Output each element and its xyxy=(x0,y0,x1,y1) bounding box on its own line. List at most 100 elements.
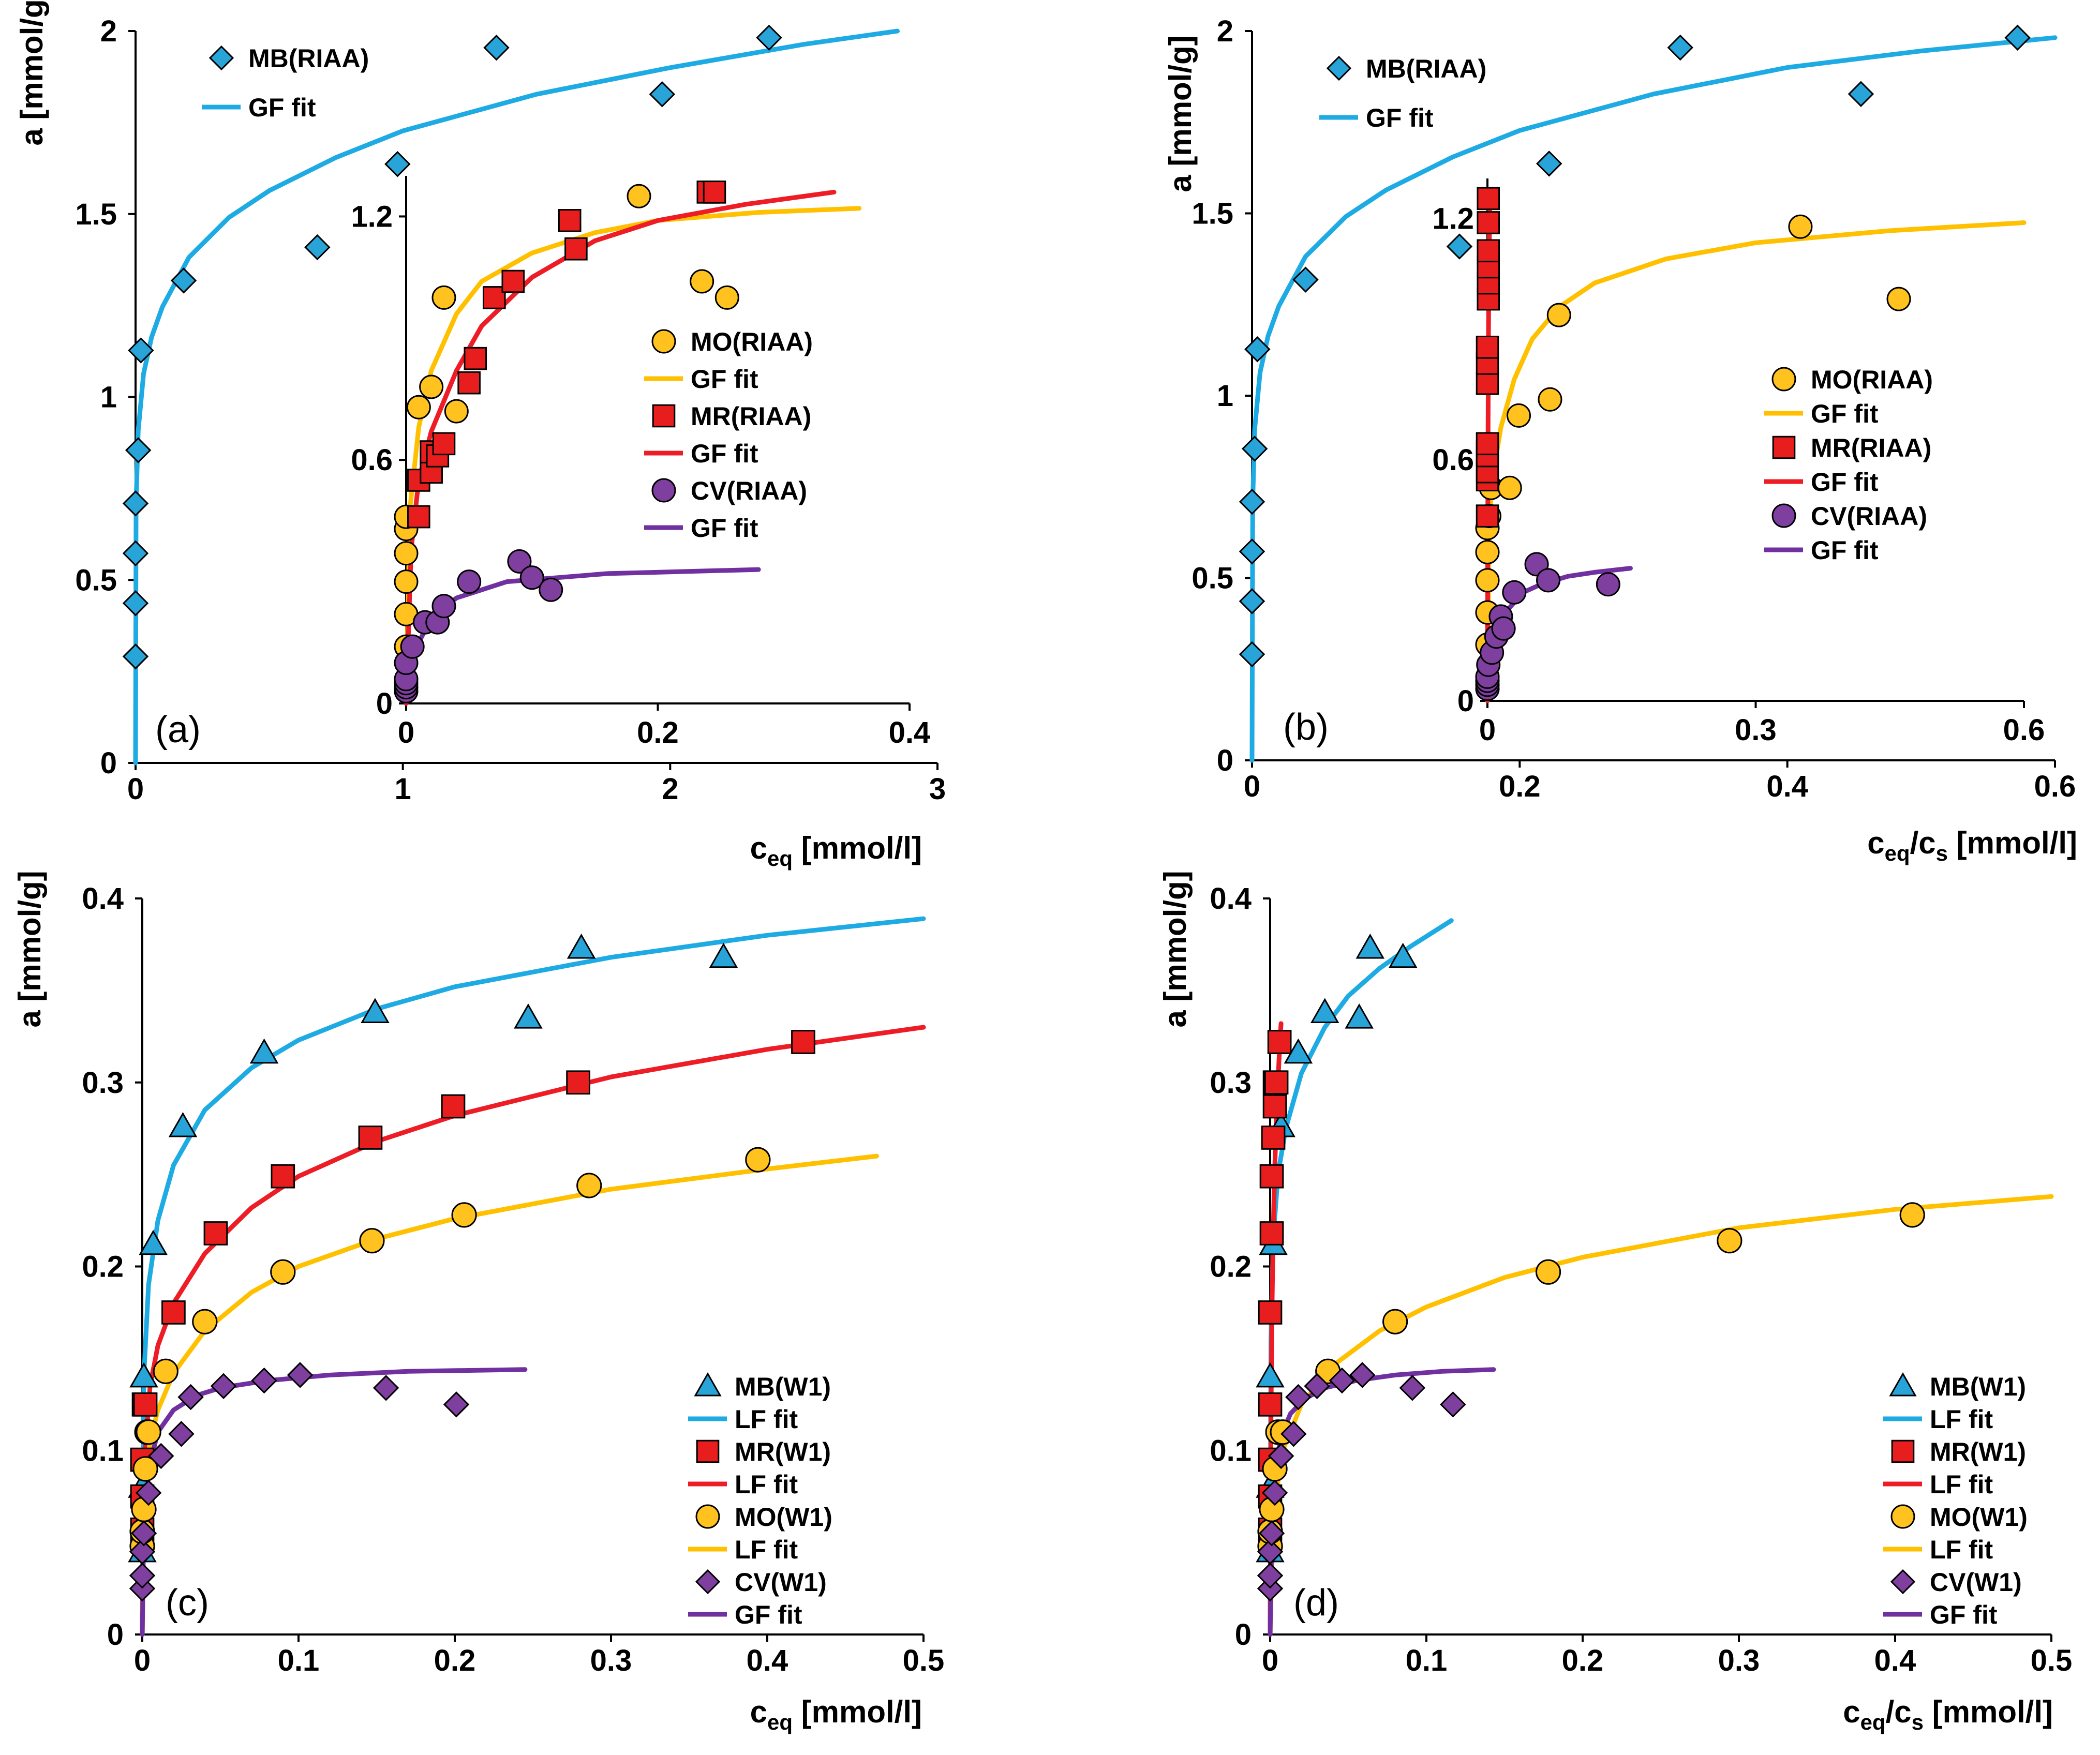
panel-c-point-4-10 xyxy=(451,1202,477,1228)
panel-b-point-0-2 xyxy=(1239,538,1265,565)
panel-d-point-6-5 xyxy=(1268,1443,1294,1469)
panel-b-inset-point-4-12 xyxy=(1596,572,1620,597)
panel-b-inset-point-0-10 xyxy=(1546,303,1571,327)
panel-c-point-6-8 xyxy=(210,1373,237,1399)
panel-c-point-6-3 xyxy=(130,1520,157,1547)
panel-a-inset-legend-text-1: GF fit xyxy=(691,365,758,394)
panel-b-x-axis-title: ceq/cs [mmol/l] xyxy=(1867,826,2077,865)
panel-d-point-2-6 xyxy=(1259,1164,1284,1189)
panel-d-x-axis-title: ceq/cs [mmol/l] xyxy=(1843,1694,2053,1734)
panel-c-point-2-9 xyxy=(441,1094,466,1119)
panel-b-inset-point-2-0 xyxy=(1476,504,1499,528)
panel-a-y-tick-label: 0 xyxy=(100,746,117,780)
panel-a-inset-point-2-11 xyxy=(564,237,588,261)
panel-c-point-6-4 xyxy=(135,1479,162,1506)
panel-d-y-tick-label: 0.2 xyxy=(1210,1250,1252,1284)
panel-b-inset-y-tick-label: 0.6 xyxy=(1432,443,1474,477)
panel-d-x-axis-title-part: /c xyxy=(1886,1694,1912,1729)
panel-a-inset-fit-line-1 xyxy=(404,206,862,706)
panel-a-inset: 0 0.2 0.4 0 0.6 1.2 xyxy=(351,176,930,749)
panel-b-point-0-5 xyxy=(1244,336,1271,363)
panel-c-legend-text-5: LF fit xyxy=(735,1535,798,1564)
panel-b-inset: 0 0.3 0.6 0 0.6 1.2 xyxy=(1432,178,2045,747)
panel-c-point-4-7 xyxy=(192,1309,218,1334)
panel-a-y-tick-label: 2 xyxy=(100,14,117,48)
panel-d-point-0-9 xyxy=(1388,942,1418,968)
panel-c-point-4-6 xyxy=(153,1358,178,1384)
panel-c-x-axis-title: ceq [mmol/l] xyxy=(750,1694,922,1734)
panel-d-point-6-2 xyxy=(1257,1538,1284,1565)
panel-a-point-0-3 xyxy=(122,490,149,517)
panel-d-point-2-10 xyxy=(1264,1070,1289,1095)
panel-a-inset-point-2-7 xyxy=(464,347,487,370)
panel-d-legend-text-4: MO(W1) xyxy=(1930,1503,2028,1532)
panel-a-x-axis-title: ceq [mmol/l] xyxy=(750,831,922,871)
panel-d-x-tick-label: 0 xyxy=(1262,1644,1278,1677)
panel-b-point-0-8 xyxy=(1536,151,1562,177)
panel-c-point-6-12 xyxy=(443,1391,470,1418)
panel-a-x-axis-title-sub: eq xyxy=(767,846,793,871)
panel-a-inset-point-0-8 xyxy=(431,285,456,310)
panel-d-legend-text-1: LF fit xyxy=(1930,1405,1993,1434)
panel-b-x-axis-title-part: [mmol/l] xyxy=(1948,826,2077,860)
panel-c-legend-marker-0 xyxy=(694,1372,722,1397)
panel-a: 0 1 2 3 0 0.5 1 1.5 2 0 0.2 0.4 0 0.6 1.2 MB(RIAA) GF fi… xyxy=(14,0,946,871)
panel-d-point-6-7 xyxy=(1285,1384,1312,1411)
panel-a-inset-legend-text-4: CV(RIAA) xyxy=(691,476,807,505)
panel-a-inset-point-2-13 xyxy=(703,181,726,204)
panel-b-inset-point-2-13 xyxy=(1477,211,1500,234)
panel-c-point-4-9 xyxy=(359,1228,385,1254)
panel-c-x-tick-label: 0.3 xyxy=(590,1644,632,1677)
panel-b-inset-point-0-9 xyxy=(1538,387,1562,412)
panel-a-point-0-7 xyxy=(304,234,331,261)
panel-d-legend-text-3: LF fit xyxy=(1930,1470,1993,1499)
panel-b-x-axis-title-part: /c xyxy=(1910,826,1936,860)
panel-c-point-6-1 xyxy=(129,1562,156,1589)
panel-d-legend-marker-2 xyxy=(1891,1439,1915,1463)
panel-c-legend-text-0: MB(W1) xyxy=(735,1372,831,1401)
panel-a-inset-legend-marker-4 xyxy=(651,478,676,503)
panel-b-inset-x-tick-label: 0 xyxy=(1479,713,1496,747)
panel-c-point-6-10 xyxy=(287,1362,314,1388)
panel-b-y-tick-label: 1 xyxy=(1217,379,1233,413)
panel-a-label: (a) xyxy=(155,709,201,751)
panel-a-inset-point-2-10 xyxy=(558,209,582,232)
panel-a-inset-point-4-5 xyxy=(400,634,425,659)
panel-b-inset-point-0-3 xyxy=(1475,540,1500,565)
panel-d-x-axis-title-part: c xyxy=(1843,1694,1860,1729)
panel-c-legend-text-7: GF fit xyxy=(735,1600,802,1629)
panel-b-inset-fit-line-1 xyxy=(1485,220,2027,703)
panel-b-inset-point-0-2 xyxy=(1475,568,1500,593)
panel-c-point-6-11 xyxy=(373,1375,399,1401)
panel-c-point-2-6 xyxy=(203,1221,228,1246)
panel-c-point-6-7 xyxy=(177,1384,204,1411)
panel-c-point-0-7 xyxy=(514,1003,543,1029)
panel-b-inset-legend-text-5: GF fit xyxy=(1811,536,1879,565)
panel-b-inset-point-0-7 xyxy=(1497,475,1522,500)
panel-a-point-0-9 xyxy=(483,34,510,61)
panel-c-point-2-4 xyxy=(133,1392,158,1417)
panel-c-x-axis-title-part: [mmol/l] xyxy=(793,1694,922,1729)
panel-b-x-tick-label: 0.6 xyxy=(2034,770,2076,803)
panel-a-x-axis-title-part: c xyxy=(750,831,767,865)
panel-a-inset-point-4-11 xyxy=(519,565,544,590)
panel-d-point-6-11 xyxy=(1399,1375,1426,1401)
panel-d-point-4-7 xyxy=(1382,1309,1408,1334)
panel-c-point-0-6 xyxy=(361,998,390,1023)
panel-b-inset-point-4-9 xyxy=(1502,580,1527,605)
panel-b-y-tick-label: 1.5 xyxy=(1192,197,1233,231)
panel-b-inset-legend-text-2: MR(RIAA) xyxy=(1811,433,1931,462)
panel-d-point-6-8 xyxy=(1304,1373,1330,1399)
panel-d-point-6-1 xyxy=(1257,1562,1284,1589)
panel-a-inset-point-2-5 xyxy=(432,432,456,456)
panel-b-y-axis-title: a [mmol/g] xyxy=(1163,35,1198,192)
panel-a-point-0-1 xyxy=(122,590,149,617)
panel-d-x-tick-label: 0.5 xyxy=(2031,1644,2073,1677)
panel-b-inset-y-tick-label: 0 xyxy=(1457,684,1474,718)
panel-a-inset-y-tick-label: 0 xyxy=(376,687,393,721)
panel-b-inset-point-2-6 xyxy=(1476,371,1499,395)
panel-c-x-tick-label: 0 xyxy=(134,1644,151,1677)
panel-d-point-0-5 xyxy=(1284,1038,1313,1064)
